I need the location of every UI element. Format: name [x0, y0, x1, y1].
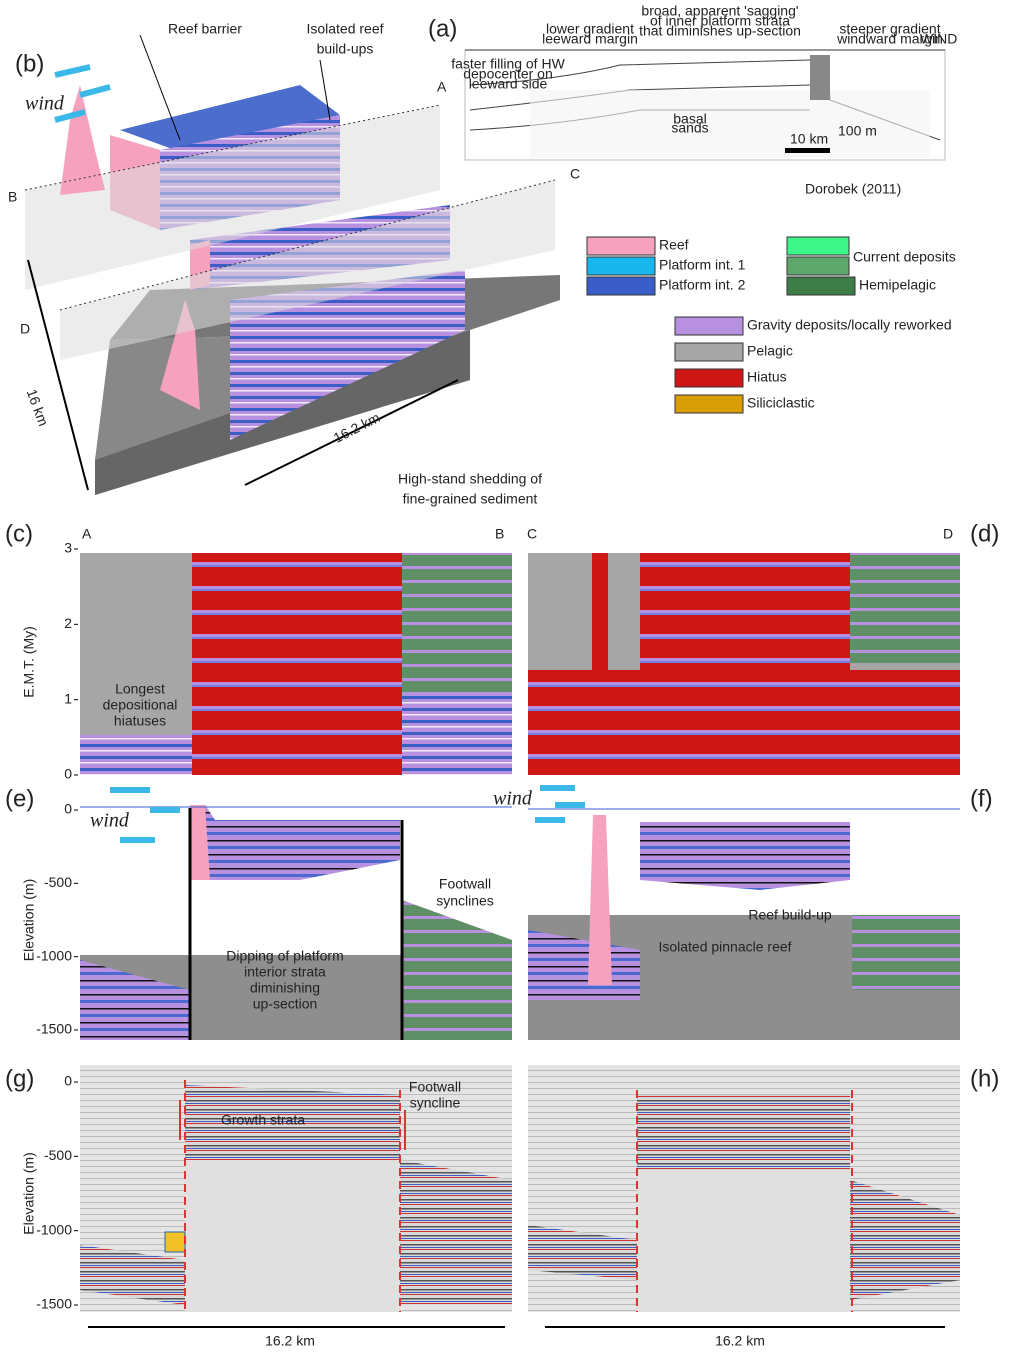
annotation: synclines: [436, 893, 494, 909]
panel-label: (a): [428, 15, 457, 42]
legend-swatch: [587, 257, 655, 275]
legend-swatch: [787, 237, 849, 255]
annotation: interior strata: [244, 964, 326, 980]
annotation: Reef barrier: [168, 21, 242, 37]
y-tick-label: -1500: [36, 1021, 72, 1037]
panel-label: (d): [970, 520, 999, 547]
annotation: leeward margin: [542, 31, 638, 47]
legend-label: Pelagic: [747, 343, 793, 359]
axis-title: Elevation (m): [21, 879, 37, 961]
section-point: A: [82, 526, 92, 542]
y-tick-label: 0: [64, 801, 72, 817]
y-tick-label: 0: [64, 1073, 72, 1089]
legend-label: Platform int. 2: [659, 277, 746, 293]
axis-title: E.M.T. (My): [21, 626, 37, 698]
y-tick-label: 0: [64, 766, 72, 782]
legend-swatch: [675, 343, 743, 361]
annotation: Longest: [115, 681, 165, 697]
section-point: C: [527, 526, 537, 542]
annotation: Isolated reef: [306, 21, 383, 37]
scale-label: 100 m: [838, 123, 877, 139]
section-point: C: [570, 166, 580, 182]
panel-label: (g): [5, 1065, 34, 1092]
axis-title: Elevation (m): [21, 1152, 37, 1234]
y-tick-label: -1000: [36, 1221, 72, 1237]
y-tick-label: 2: [64, 615, 72, 631]
panel-label: (c): [5, 520, 33, 547]
annotation: Dipping of platform: [226, 948, 344, 964]
annotation: depositional: [103, 697, 178, 713]
legend-label: Current deposits: [853, 249, 956, 265]
legend-swatch: [675, 317, 743, 335]
wind-label: wind: [90, 810, 130, 832]
legend-label: Gravity deposits/locally reworked: [747, 317, 952, 333]
legend-label: Siliciclastic: [747, 395, 815, 411]
annotation: Footwall: [409, 1079, 461, 1095]
section-point: D: [20, 321, 30, 337]
y-tick-label: -1000: [36, 947, 72, 963]
annotation: windward margin: [836, 31, 943, 47]
legend-swatch: [675, 395, 743, 413]
legend-label: Platform int. 1: [659, 257, 746, 273]
section-point: B: [8, 189, 17, 205]
scale-label: 16.2 km: [715, 1333, 765, 1349]
panel-label: (b): [15, 50, 44, 77]
legend-label: Hemipelagic: [859, 277, 936, 293]
panel-label: (f): [970, 785, 993, 812]
wind-label: wind: [25, 93, 65, 115]
legend-label: Hiatus: [747, 369, 787, 385]
annotation: High-stand shedding of: [398, 471, 542, 487]
annotation: leeward side: [469, 76, 548, 92]
source: Dorobek (2011): [805, 181, 901, 197]
annotation: sands: [671, 120, 708, 136]
annotation: Reef build-up: [748, 907, 831, 923]
section-point: B: [495, 526, 504, 542]
y-tick-label: 3: [64, 540, 72, 556]
legend-swatch: [787, 257, 849, 275]
section-point: A: [437, 79, 447, 95]
annotation: diminishing: [250, 980, 320, 996]
annotation: fine-grained sediment: [403, 491, 538, 507]
annotation: hiatuses: [114, 713, 166, 729]
panel-c-image: [80, 553, 512, 775]
legend-swatch: [587, 237, 655, 255]
y-tick-label: -1500: [36, 1296, 72, 1312]
scale-label: 16 km: [24, 387, 52, 428]
annotation: syncline: [410, 1095, 461, 1111]
legend-swatch: [787, 277, 855, 295]
scale-label: 16.2 km: [265, 1333, 315, 1349]
annotation: up-section: [253, 996, 318, 1012]
panel-d-image: [528, 553, 960, 775]
annotation: Footwall: [439, 876, 491, 892]
annotation: Growth strata: [221, 1112, 305, 1128]
y-tick-label: -500: [44, 1147, 72, 1163]
legend-label: Reef: [659, 237, 689, 253]
wind-label: wind: [493, 788, 533, 810]
annotation: that diminishes up-section: [639, 23, 801, 39]
panel-label: (h): [970, 1065, 999, 1092]
scale-label: 10 km: [790, 131, 828, 147]
y-tick-label: -500: [44, 874, 72, 890]
panel-label: (e): [5, 785, 34, 812]
section-point: D: [943, 526, 953, 542]
annotation: Isolated pinnacle reef: [658, 939, 791, 955]
annotation: build-ups: [317, 41, 374, 57]
legend-swatch: [587, 277, 655, 295]
figure: (b) wind Reef barrier Isolated reef build-up…: [0, 0, 1011, 1353]
y-tick-label: 1: [64, 690, 72, 706]
legend-swatch: [675, 369, 743, 387]
